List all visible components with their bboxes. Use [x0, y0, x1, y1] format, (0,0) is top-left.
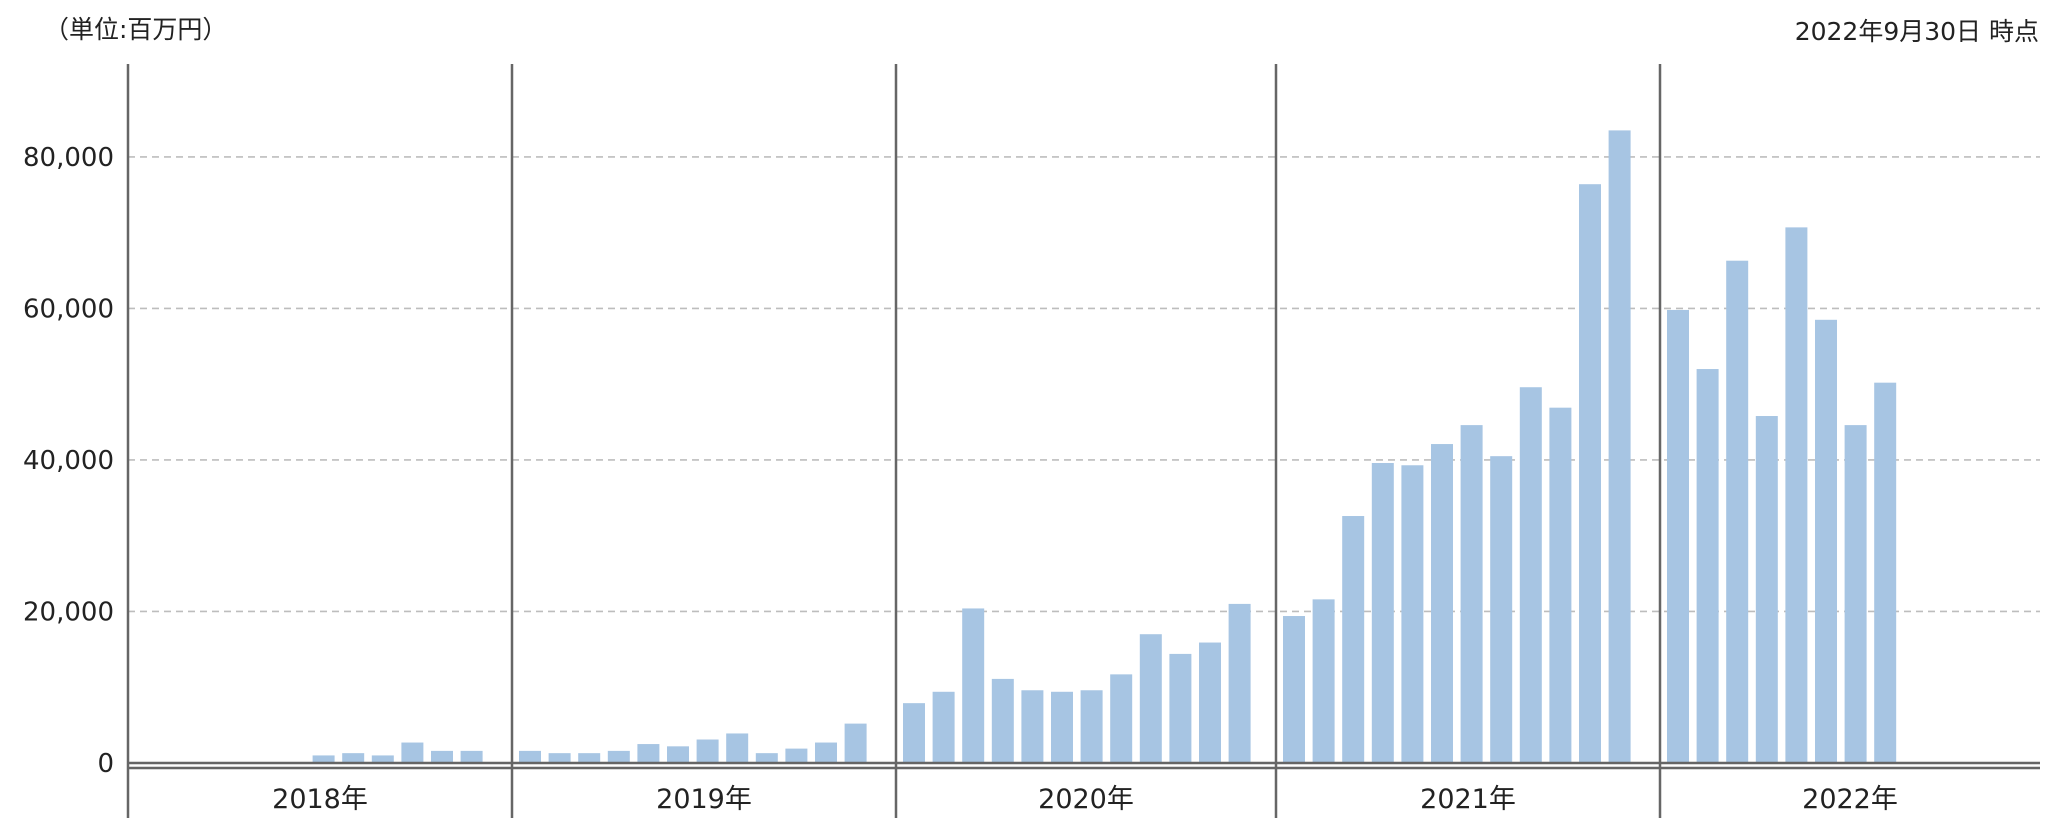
- bar: [1844, 425, 1867, 763]
- bar: [1519, 387, 1542, 763]
- bar: [401, 742, 424, 763]
- bar: [1460, 425, 1483, 763]
- bar: [1051, 691, 1073, 763]
- bar: [1579, 184, 1601, 763]
- bar: [1667, 309, 1689, 763]
- bar: [371, 755, 394, 763]
- bar: [1726, 260, 1749, 763]
- y-tick-label: 60,000: [23, 294, 114, 324]
- bar: [1139, 634, 1162, 763]
- bar: [1283, 616, 1305, 763]
- bar: [431, 750, 453, 763]
- bar: [1608, 130, 1631, 764]
- bar: [1371, 462, 1394, 763]
- bar: [578, 753, 601, 763]
- x-tick-label: 2019年: [656, 784, 752, 815]
- bar: [696, 739, 719, 763]
- bar: [1815, 319, 1837, 763]
- bar: [1490, 456, 1513, 763]
- bar: [1785, 227, 1808, 763]
- y-tick-label: 80,000: [23, 143, 114, 173]
- bar: [726, 733, 749, 763]
- bar: [785, 748, 808, 763]
- y-tick-label: 40,000: [23, 446, 114, 476]
- x-tick-label: 2021年: [1420, 784, 1516, 815]
- bar: [1401, 465, 1424, 763]
- bar: [1549, 407, 1572, 763]
- bar: [1199, 642, 1221, 763]
- bar: [1696, 369, 1719, 763]
- bar: [932, 691, 955, 763]
- x-tick-label: 2022年: [1802, 784, 1898, 815]
- y-tick-label: 20,000: [23, 597, 114, 627]
- unit-label: （単位:百万円）: [44, 15, 228, 44]
- x-tick-label: 2018年: [272, 784, 368, 815]
- bar: [342, 753, 365, 763]
- bar: [991, 678, 1014, 763]
- bar: [1110, 674, 1133, 763]
- bar: [1080, 690, 1103, 763]
- bar: [667, 746, 689, 763]
- bar: [1228, 603, 1251, 763]
- bar: [312, 755, 335, 763]
- bar: [1342, 516, 1365, 763]
- bar: [1874, 382, 1897, 763]
- as-of-date-label: 2022年9月30日 時点: [1794, 17, 2039, 46]
- bar: [607, 750, 630, 763]
- bar: [962, 608, 985, 763]
- bar: [519, 750, 541, 763]
- bar: [755, 753, 778, 763]
- bar: [844, 723, 867, 763]
- bar: [460, 750, 483, 763]
- bar: [637, 744, 660, 763]
- bar: [1021, 690, 1044, 763]
- bar: [815, 742, 837, 763]
- x-tick-label: 2020年: [1038, 784, 1134, 815]
- bar: [1169, 653, 1192, 763]
- y-tick-label: 0: [97, 749, 114, 779]
- bar: [1755, 416, 1778, 763]
- bar: [548, 753, 571, 763]
- bar: [1431, 444, 1453, 763]
- bar: [1312, 599, 1335, 763]
- bar: [903, 703, 925, 763]
